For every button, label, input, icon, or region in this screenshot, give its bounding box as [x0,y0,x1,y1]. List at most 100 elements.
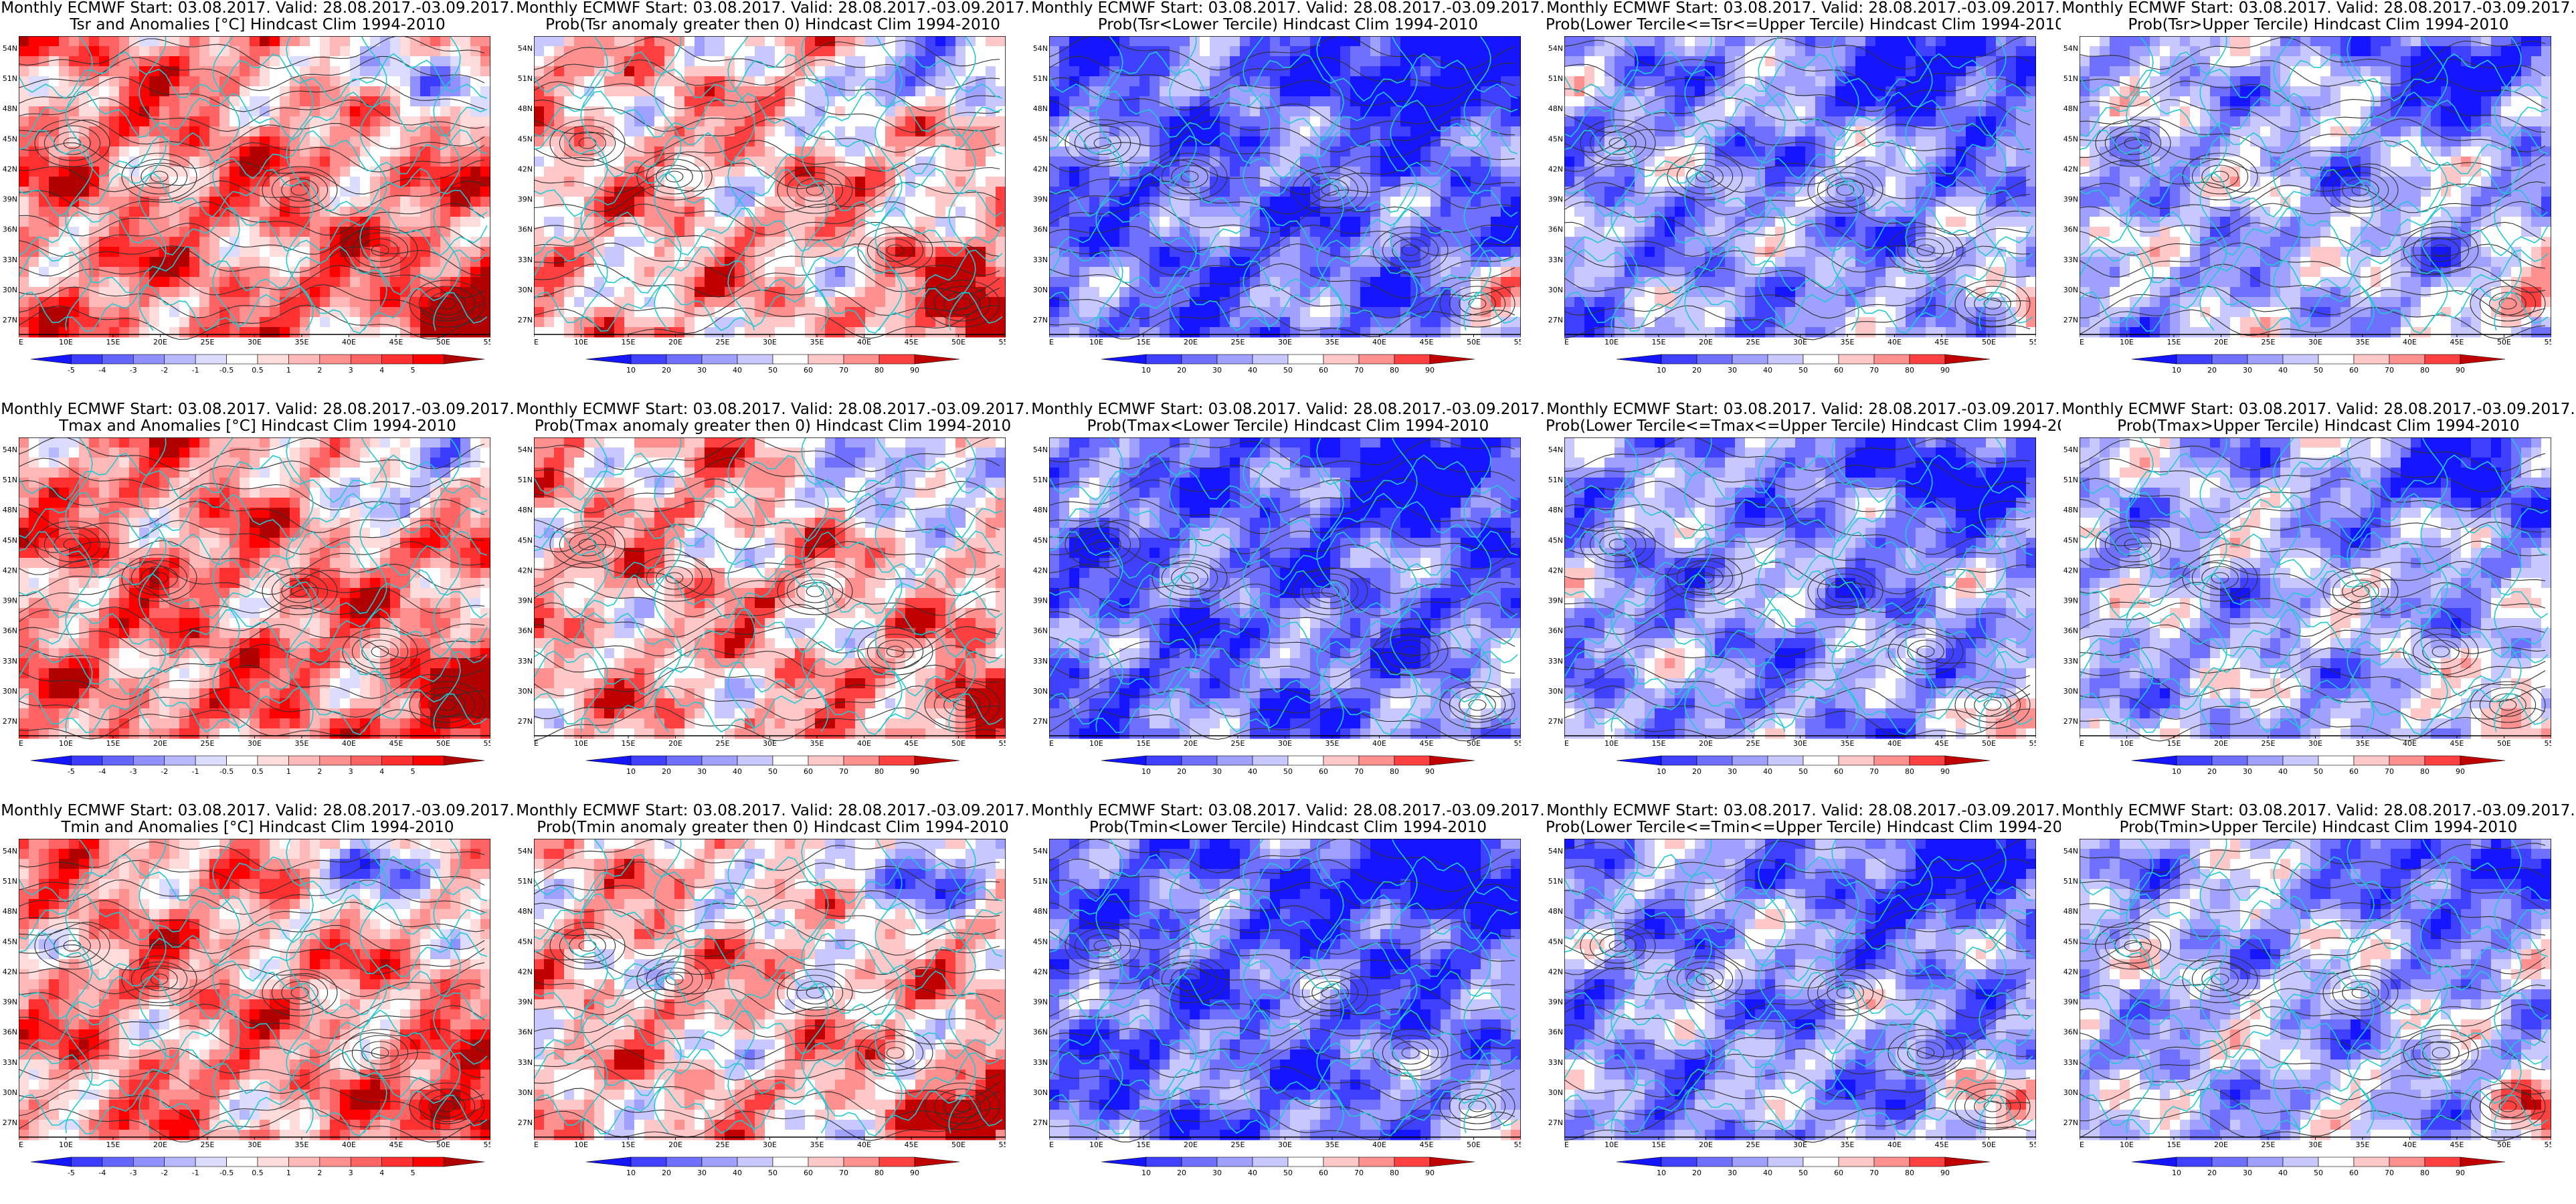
field-cell [1715,116,1726,127]
field-cell [745,76,755,87]
field-cell [1170,116,1180,127]
field-cell [109,217,120,227]
field-cell [1805,46,1816,57]
field-cell [915,207,926,217]
field-cell [1220,126,1230,137]
field-cell [420,66,431,77]
field-cell [1230,126,1240,137]
field-cell [805,257,816,268]
field-cell [1996,106,2007,117]
field-cell [594,187,605,197]
field-cell [250,257,260,268]
field-cell [2006,66,2017,77]
field-cell [875,76,886,87]
field-cell [1936,56,1946,67]
field-cell [1491,86,1501,97]
coastlines [534,36,1003,334]
lon-label: 45E [905,338,919,346]
field-cell [1149,277,1160,288]
field-cell [1260,157,1271,167]
field-cell [1976,46,1987,57]
field-cell [895,237,906,247]
field-cell [785,66,796,77]
border-line [65,36,93,331]
field-cell [400,307,411,318]
field-cell [955,207,966,217]
colorbar: 10 20 30 40 50 60 70 80 90 [585,354,960,375]
border-line [1463,36,1491,331]
border-line [948,36,976,331]
colorbar-arrow-left [585,354,632,365]
field-cell [725,277,735,288]
field-cell [209,197,220,207]
field-cell [725,247,735,258]
field-cell [410,197,421,207]
field-cell [1149,136,1160,147]
field-cell [805,207,816,217]
field-cell [1290,227,1301,237]
field-cell [480,257,490,268]
field-cell [1129,207,1140,217]
field-cell [119,86,130,97]
field-cell [795,277,806,288]
field-cell [755,177,765,187]
field-cell [1461,197,1471,207]
field-cell [310,96,320,107]
field-cell [755,157,765,167]
field-cell [189,146,200,157]
field-cell [815,277,826,288]
field-cell [1896,96,1906,107]
field-cell [260,36,270,47]
field-cell [815,146,826,157]
field-cell [945,287,956,298]
field-cell [1160,257,1170,268]
field-cell [1160,86,1170,97]
field-cell [996,167,1006,177]
field-cell [1431,287,1441,298]
field-cell [1260,136,1271,147]
field-cell [1574,46,1585,57]
field-cell [1715,106,1726,117]
field-cell [1350,317,1361,328]
field-cell [755,297,765,308]
field-cell [795,237,806,247]
field-cell [1410,167,1421,177]
field-cell [99,56,110,67]
coastline [19,129,488,179]
panel-title: Monthly ECMWF Start: 03.08.2017. Valid: … [0,0,515,33]
field-cell [1170,217,1180,227]
field-cell [905,76,916,87]
field-cell [109,287,120,298]
field-cell [69,217,80,227]
field-cell [159,217,170,227]
field-cell [1410,66,1421,77]
field-cell [1139,307,1150,318]
field-cell [109,157,120,167]
field-cell [1390,177,1401,187]
field-cell [410,277,421,288]
field-cell [1380,197,1391,207]
field-cell [1655,66,1665,77]
field-cell [229,307,240,318]
tsr-prob-middle-tercile-panel: Monthly ECMWF Start: 03.08.2017. Valid: … [1546,0,2061,401]
field-cell [1966,76,1976,87]
field-cell [79,167,90,177]
field-cell [1099,187,1110,197]
field-cell [480,187,490,197]
field-cell [684,207,695,217]
field-cell [1049,227,1060,237]
field-cell [534,267,545,278]
field-cell [380,36,391,47]
field-cell [925,146,936,157]
field-cell [1240,136,1251,147]
field-cell [270,136,280,147]
field-cell [1230,76,1240,87]
field-cell [1129,227,1140,237]
field-cell [109,66,120,77]
field-cell [209,76,220,87]
field-cell [1665,36,1675,47]
field-cell [1210,46,1220,57]
field-cell [1400,56,1411,67]
field-cell [765,167,775,177]
field-cell [1310,76,1321,87]
